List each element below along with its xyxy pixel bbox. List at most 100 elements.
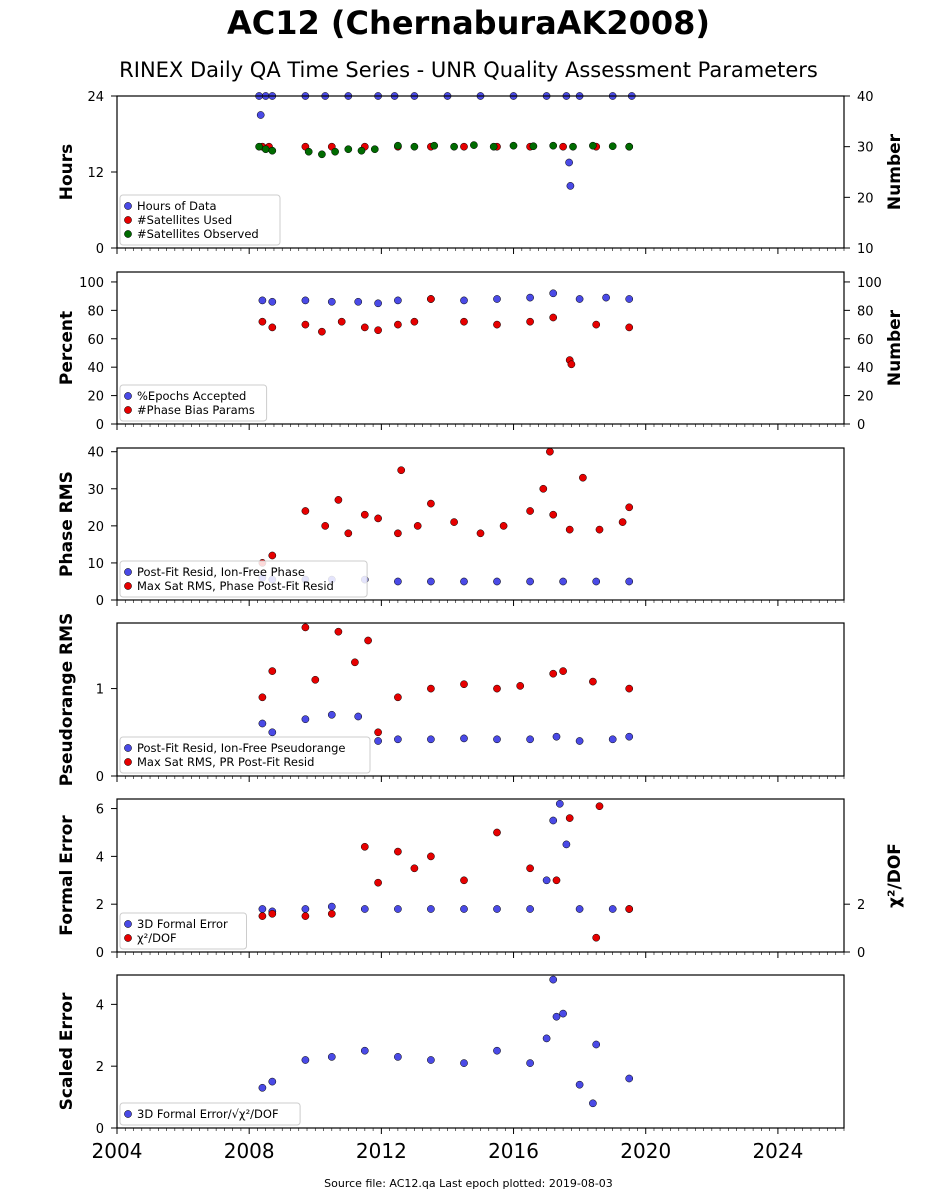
legend-label: #Satellites Observed	[137, 227, 259, 241]
y-tick-label: 0	[96, 1122, 104, 1137]
panel-3: 0 10 20 30 40 Phase RMS Post-Fit Resid, Ion-Fr…	[57, 446, 845, 609]
data-point	[542, 876, 551, 885]
legend-label: Max Sat RMS, PR Post-Fit Resid	[137, 755, 314, 769]
data-point	[509, 141, 518, 150]
data-point	[552, 732, 561, 741]
data-point	[589, 141, 597, 150]
data-point	[301, 905, 310, 913]
data-point	[526, 1059, 534, 1067]
legend-box	[119, 1102, 301, 1126]
data-point	[559, 577, 567, 586]
data-point	[549, 141, 558, 150]
data-point	[493, 320, 501, 329]
y-axis-label: Phase RMS	[57, 471, 77, 577]
legend-label: χ²/DOF	[137, 931, 177, 945]
legend-label: 3D Formal Error	[137, 917, 228, 931]
data-point	[427, 735, 435, 744]
legend-label: #Satellites Used	[137, 213, 232, 227]
data-point	[460, 577, 468, 586]
data-point	[493, 1046, 501, 1055]
data-point	[427, 577, 435, 586]
data-point	[493, 295, 501, 303]
data-point	[374, 878, 382, 887]
data-point	[256, 111, 265, 119]
data-point	[625, 323, 634, 332]
data-point	[569, 142, 577, 151]
data-point	[493, 905, 501, 913]
y-tick-label: 0	[96, 946, 104, 961]
data-point	[542, 1034, 551, 1043]
data-point	[354, 712, 363, 721]
data-point	[493, 684, 501, 693]
y2-tick-label: 0	[857, 418, 865, 433]
data-point	[360, 1046, 369, 1055]
data-point	[460, 905, 468, 913]
data-point	[301, 1056, 310, 1064]
data-point	[374, 728, 382, 737]
data-point	[413, 522, 422, 530]
y-tick-label: 24	[87, 90, 104, 105]
data-point	[549, 816, 558, 825]
y-axis-label: Hours	[57, 144, 77, 201]
legend-marker	[124, 568, 132, 576]
y-tick-label: 100	[79, 276, 104, 291]
data-point	[567, 360, 576, 369]
data-point	[394, 735, 402, 744]
data-point	[565, 158, 573, 167]
y-tick-label: 4	[96, 998, 104, 1013]
data-point	[351, 658, 359, 667]
legend-marker	[124, 202, 132, 210]
panel-4: 0 1 Pseudorange RMS Post-Fit Resid, Ion-Fre…	[57, 613, 845, 787]
data-point	[344, 145, 353, 154]
y-tick-label: 20	[87, 520, 104, 535]
legend-label: Max Sat RMS, Phase Post-Fit Resid	[137, 579, 334, 593]
data-point	[552, 876, 561, 885]
data-point	[460, 317, 468, 326]
data-point	[301, 715, 310, 724]
x-tick-label: 2012	[356, 1139, 407, 1163]
y2-tick-label: 40	[857, 361, 874, 376]
data-point	[625, 905, 634, 913]
data-point	[268, 909, 277, 918]
data-point	[344, 529, 353, 538]
data-point	[592, 320, 601, 329]
chart-subtitle: RINEX Daily QA Time Series - UNR Quality…	[119, 58, 818, 82]
data-point	[427, 1056, 435, 1064]
legend-marker	[124, 758, 132, 766]
data-point	[602, 293, 610, 302]
data-point	[394, 1053, 402, 1061]
legend-marker	[124, 216, 132, 224]
data-point	[489, 142, 498, 151]
y-axis-label: Pseudorange RMS	[57, 613, 77, 787]
data-point	[318, 150, 326, 159]
y2-tick-label: 2	[857, 898, 865, 913]
panel-6: 2004 2008 2012 2016 2020 2024 0 2 4 Scaled Error 3…	[57, 974, 845, 1163]
data-point	[334, 496, 343, 504]
data-point	[357, 146, 366, 155]
data-point	[549, 975, 558, 984]
data-point	[370, 145, 379, 154]
data-point	[575, 295, 584, 303]
legend-box	[119, 384, 268, 422]
y2-tick-label: 80	[857, 304, 874, 319]
y-tick-label: 6	[96, 803, 104, 818]
data-point	[526, 577, 534, 586]
data-point	[625, 732, 634, 741]
data-point	[476, 529, 485, 538]
data-point	[460, 734, 468, 743]
data-point	[427, 684, 435, 693]
data-point	[301, 623, 310, 632]
data-point	[321, 522, 330, 530]
x-tick-label: 2020	[620, 1139, 671, 1163]
data-point	[575, 737, 584, 745]
y2-tick-label: 20	[857, 390, 874, 405]
x-tick-label: 2004	[92, 1139, 143, 1163]
data-point	[625, 503, 634, 512]
data-point	[552, 1012, 561, 1021]
y-axis-label: Scaled Error	[57, 992, 77, 1110]
legend-label: Post-Fit Resid, Ion-Free Pseudorange	[137, 741, 345, 755]
data-point	[608, 142, 617, 151]
data-point	[394, 320, 402, 329]
data-point	[337, 317, 346, 326]
